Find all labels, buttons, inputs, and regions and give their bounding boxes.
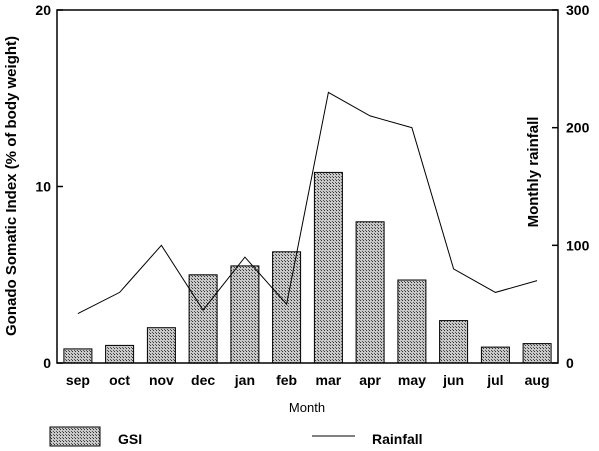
x-tick-label-aug: aug (525, 372, 550, 388)
x-tick-label-jul: jul (486, 372, 503, 388)
y-axis-title: Gonado Somatic Index (% of body weight) (3, 36, 20, 336)
x-tick-label-oct: oct (109, 372, 130, 388)
y-tick-label-20: 20 (35, 2, 51, 18)
gsi-bar-dec (188, 274, 218, 364)
x-tick-label-mar: mar (316, 372, 342, 388)
bars-layer (63, 171, 552, 364)
x-tick-label-feb: feb (276, 372, 297, 388)
gsi-bar-aug (522, 343, 552, 364)
rainfall-line (77, 91, 538, 315)
right-axis-ticks: 0 100 200 300 (552, 2, 590, 371)
gsi-bar-jan (230, 265, 260, 364)
x-axis-title: Month (289, 400, 325, 415)
y2-tick-label-300: 300 (566, 2, 590, 18)
gsi-bar-sep (63, 348, 93, 364)
y2-tick-label-0: 0 (566, 355, 574, 371)
rainfall-line-layer (77, 91, 538, 315)
gsi-bar-apr (355, 221, 385, 364)
plot-frame (56, 9, 559, 364)
gsi-bar-jul (480, 346, 510, 364)
gsi-bar-mar (313, 171, 343, 364)
gsi-bar-nov (146, 327, 176, 364)
category-labels: sep oct nov dec jan feb mar apr may jun jul aug (66, 372, 550, 388)
x-tick-label-dec: dec (191, 372, 215, 388)
x-tick-label-nov: nov (149, 372, 174, 388)
left-axis-ticks: 0 10 20 (35, 2, 63, 371)
legend-gsi-label: GSI (118, 431, 142, 447)
y2-tick-label-100: 100 (566, 237, 590, 253)
y-tick-label-10: 10 (35, 179, 51, 195)
gsi-bar-oct (105, 344, 135, 364)
legend-rainfall-label: Rainfall (372, 431, 423, 447)
y-tick-label-0: 0 (43, 355, 51, 371)
legend: GSI Rainfall (49, 426, 423, 447)
gsi-bar-jun (439, 320, 469, 364)
x-tick-label-jan: jan (234, 372, 255, 388)
gsi-bar-feb (272, 251, 302, 364)
gsi-bar-may (397, 279, 427, 364)
legend-gsi-swatch (49, 426, 101, 447)
x-tick-label-sep: sep (66, 372, 90, 388)
y2-axis-title: Monthly rainfall (525, 117, 542, 228)
x-tick-label-jun: jun (442, 372, 464, 388)
y2-tick-label-200: 200 (566, 120, 590, 136)
x-tick-label-apr: apr (359, 372, 381, 388)
x-tick-label-may: may (398, 372, 426, 388)
